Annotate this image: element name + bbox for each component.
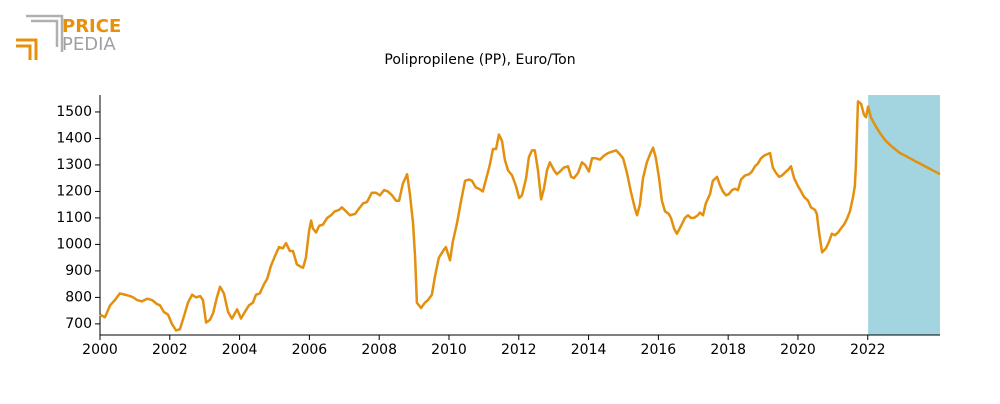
y-tick-label: 1500 (56, 104, 92, 120)
logo-text: PRICE (62, 16, 121, 37)
y-tick-label: 900 (65, 263, 92, 279)
y-tick-label: 1200 (56, 183, 92, 199)
y-tick-label: 800 (65, 289, 92, 305)
price-line (99, 100, 941, 332)
x-tick-label: 2016 (641, 342, 677, 358)
logo-mark (26, 14, 64, 52)
y-tick-label: 1300 (56, 157, 92, 173)
y-tick-label: 1100 (56, 210, 92, 226)
x-tick-label: 2000 (82, 342, 118, 358)
x-tick-label: 2006 (292, 342, 328, 358)
logo-mark-accent (16, 38, 38, 60)
x-tick-label: 2002 (152, 342, 188, 358)
y-tick-label: 1400 (56, 130, 92, 146)
chart-title: Polipropilene (PP), Euro/Ton (384, 52, 575, 68)
x-tick-label: 2014 (571, 342, 607, 358)
logo-text: PEDIA (62, 34, 116, 55)
x-tick-label: 2004 (222, 342, 258, 358)
x-tick-label: 2012 (501, 342, 537, 358)
x-tick-label: 2020 (780, 342, 816, 358)
logo: PRICE PEDIA (16, 14, 121, 60)
x-tick-label: 2010 (431, 342, 467, 358)
x-tick-label: 2018 (710, 342, 746, 358)
x-tick-label: 2022 (850, 342, 886, 358)
x-tick-label: 2008 (361, 342, 397, 358)
y-tick-label: 700 (65, 316, 92, 332)
y-tick-label: 1000 (56, 236, 92, 252)
